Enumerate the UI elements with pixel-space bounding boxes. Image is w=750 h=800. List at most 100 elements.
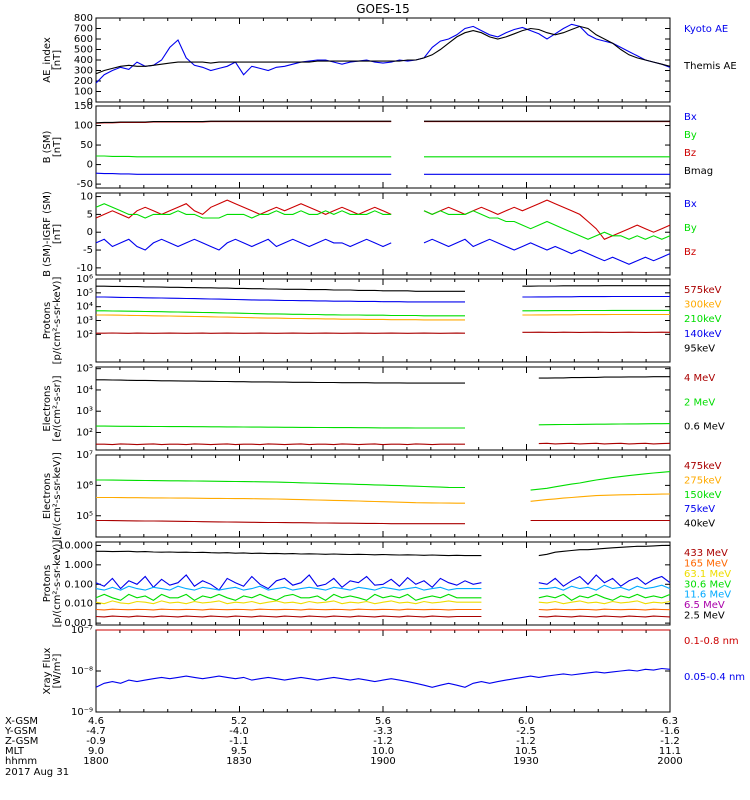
y-axis-label: [nT] xyxy=(52,50,63,70)
series-line xyxy=(96,423,671,429)
legend-entry: 475keV xyxy=(684,461,722,472)
y-axis-label: Electrons xyxy=(42,473,53,519)
y-axis-label: Electrons xyxy=(42,385,53,431)
y-axis-label: B (SM)-IGRF (SM) xyxy=(42,191,53,277)
y-tick-label: 10⁵ xyxy=(76,288,93,299)
y-tick-label: 100 xyxy=(74,121,93,132)
series-line xyxy=(95,593,671,601)
footer-value: 5.2 xyxy=(231,716,247,727)
y-tick-label: 10⁵ xyxy=(76,364,93,375)
y-tick-label: 10⁻⁹ xyxy=(71,707,93,718)
footer-value: -4.0 xyxy=(229,726,249,737)
y-tick-label: 400 xyxy=(74,55,93,66)
y-axis-label: [e/(cm²-s-sr)] xyxy=(52,375,63,441)
legend-entry: 75keV xyxy=(684,504,715,515)
legend-entry: 6.5 MeV xyxy=(684,600,725,611)
legend-entry: 4 MeV xyxy=(684,373,715,384)
y-axis-label: Protons xyxy=(42,302,53,339)
footer-value: 4.6 xyxy=(88,716,104,727)
y-tick-label: -10 xyxy=(77,263,93,274)
legend-entry: 0.6 MeV xyxy=(684,422,725,433)
y-tick-label: 10⁷ xyxy=(76,450,93,461)
footer-value: 1800 xyxy=(83,756,108,767)
footer-row-label: Y-GSM xyxy=(4,726,37,737)
series-line xyxy=(95,608,671,611)
y-tick-label: 10.000 xyxy=(58,540,93,551)
plot-title: GOES-15 xyxy=(356,2,410,16)
footer-ephemeris: X-GSM 4.6 5.2 5.6 6.0 6.3 Y-GSM -4.7 -4.0 -3.3 -2.… xyxy=(4,716,683,778)
y-tick-label: 10² xyxy=(76,329,93,340)
y-tick-label: 200 xyxy=(74,76,93,87)
y-tick-label: 10³ xyxy=(76,406,93,417)
y-tick-label: 500 xyxy=(74,45,93,56)
series-line xyxy=(96,493,671,504)
y-axis-label: AE_index xyxy=(42,37,53,83)
legend-entry: Bz xyxy=(684,247,696,258)
y-tick-label: 10³ xyxy=(76,316,93,327)
legend-entry: Kyoto AE xyxy=(684,24,728,35)
legend-entry: 140keV xyxy=(684,329,722,340)
series-line xyxy=(95,238,671,265)
y-axis-label: Xray Flux xyxy=(42,647,53,694)
series-line xyxy=(95,667,671,688)
footer-value: 2000 xyxy=(657,756,682,767)
footer-value: -1.2 xyxy=(373,736,393,747)
footer-row-label: X-GSM xyxy=(5,716,38,727)
series-line xyxy=(96,519,670,525)
y-tick-label: 10⁻⁷ xyxy=(71,625,93,636)
legend-entry: By xyxy=(684,130,697,141)
legend-entry: Bx xyxy=(684,199,697,210)
y-tick-label: 10⁴ xyxy=(76,385,93,396)
footer-value: 5.6 xyxy=(375,716,391,727)
series-line xyxy=(96,471,671,491)
legend-entry: Themis AE xyxy=(683,61,737,72)
y-tick-label: 0 xyxy=(87,160,93,171)
footer-value: 10.0 xyxy=(372,746,394,757)
y-axis-label: [p/(cm²-s-sr-keV)] xyxy=(52,277,63,365)
series-line xyxy=(96,442,671,446)
y-tick-label: 10⁶ xyxy=(76,480,93,491)
series-line xyxy=(95,199,671,240)
series-line xyxy=(96,309,670,317)
footer-row-label: hhmm xyxy=(5,756,37,767)
y-axis-label: [nT] xyxy=(52,137,63,157)
y-tick-label: 10⁵ xyxy=(76,511,93,522)
legend-entry: 210keV xyxy=(684,314,722,325)
footer-value: -1.2 xyxy=(660,736,680,747)
panel-frame xyxy=(95,366,671,451)
y-tick-label: 10⁴ xyxy=(76,302,93,313)
series-line xyxy=(96,295,670,303)
panel-frame xyxy=(95,629,671,713)
legend-entry: 30.6 MeV xyxy=(684,579,731,590)
y-axis-label: [W/m²] xyxy=(52,653,63,688)
legend-entry: 575keV xyxy=(684,285,722,296)
y-tick-label: 800 xyxy=(74,13,93,24)
y-tick-label: 0 xyxy=(87,97,93,108)
footer-value: -1.1 xyxy=(229,736,249,747)
footer-value: -1.6 xyxy=(660,726,680,737)
legend-entry: 433 MeV xyxy=(684,548,728,559)
panel-2: -50 0 50 100 150 B (SM) [nT] Bx By Bz Bmag xyxy=(42,101,713,190)
legend-entry: 63.1 MeV xyxy=(684,569,731,580)
y-axis-label: [e/(cm²-s-sr-keV)] xyxy=(52,452,63,540)
series-line xyxy=(96,285,670,292)
y-axis-label: [nT] xyxy=(52,224,63,244)
legend-entry: 2 MeV xyxy=(684,397,715,408)
series-line xyxy=(95,600,671,605)
y-tick-label: 0.100 xyxy=(64,579,93,590)
series-line xyxy=(96,376,670,384)
y-axis-label: Protons xyxy=(42,565,53,602)
series-line xyxy=(96,155,670,158)
panel-5: 10² 10³ 10⁴ 10⁵ Electrons [e/(cm²-s-sr)] 4 MeV… xyxy=(42,364,725,451)
series-line xyxy=(96,331,671,334)
y-tick-label: 150 xyxy=(74,101,93,112)
footer-value: -3.3 xyxy=(373,726,393,737)
series-line xyxy=(95,25,671,75)
legend-entry: Bx xyxy=(684,112,697,123)
panel-7: 0.001 0.010 0.100 1.000 10.000 Protons [p/(cm²… xyxy=(42,540,731,630)
legend-entry: 0.05-0.4 nm xyxy=(684,672,745,683)
y-tick-label: 100 xyxy=(74,87,93,98)
footer-value: 9.5 xyxy=(231,746,247,757)
footer-value: 11.1 xyxy=(659,746,681,757)
